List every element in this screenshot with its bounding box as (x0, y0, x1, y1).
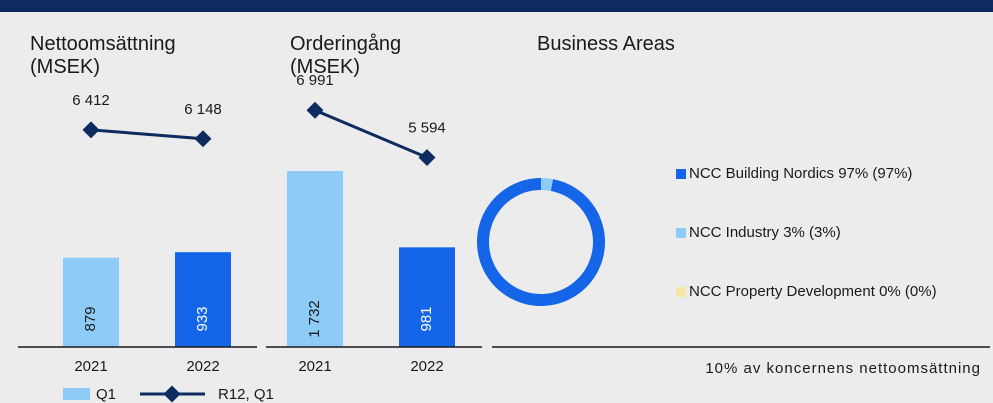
bar (63, 257, 119, 347)
donut-segment (541, 178, 553, 191)
line-value-label: 6 412 (72, 92, 110, 109)
legend-marker (163, 385, 181, 403)
bar (287, 171, 343, 347)
legend-label: R12, Q1 (218, 386, 274, 403)
legend-label: NCC Industry 3% (3%) (689, 224, 841, 241)
legend-swatch (676, 169, 686, 179)
chart-title: Nettoomsättning (MSEK) (30, 33, 176, 78)
chart-title: Business Areas (537, 33, 675, 55)
line-value-label: 6 148 (184, 101, 222, 118)
bar-value-label: 1 732 (306, 300, 323, 338)
line-marker (306, 101, 324, 119)
bar (175, 252, 231, 347)
legend-label: Q1 (96, 386, 116, 403)
chart-title: Orderingång (MSEK) (290, 33, 402, 78)
x-tick-label: 2022 (410, 358, 443, 375)
legend-swatch (676, 228, 686, 238)
line (90, 128, 204, 141)
bar (399, 247, 455, 347)
footnote: 10% av koncernens nettoomsättning (705, 360, 981, 377)
legend-swatch (63, 388, 90, 400)
legend-label: NCC Building Nordics 97% (97%) (689, 165, 912, 182)
line (314, 108, 428, 159)
line-marker (82, 121, 100, 139)
x-tick-label: 2021 (74, 358, 107, 375)
legend-swatch (676, 287, 686, 297)
bar-value-label: 933 (194, 306, 211, 331)
donut-segment (477, 178, 605, 306)
x-tick-label: 2022 (186, 358, 219, 375)
line-value-label: 5 594 (408, 120, 446, 137)
line-marker (194, 130, 212, 148)
bar-value-label: 981 (418, 306, 435, 331)
line-value-label: 6 991 (296, 72, 334, 89)
top-band (0, 0, 993, 12)
line-marker (418, 149, 436, 167)
x-tick-label: 2021 (298, 358, 331, 375)
legend-label: NCC Property Development 0% (0%) (689, 283, 937, 300)
bar-value-label: 879 (82, 306, 99, 331)
